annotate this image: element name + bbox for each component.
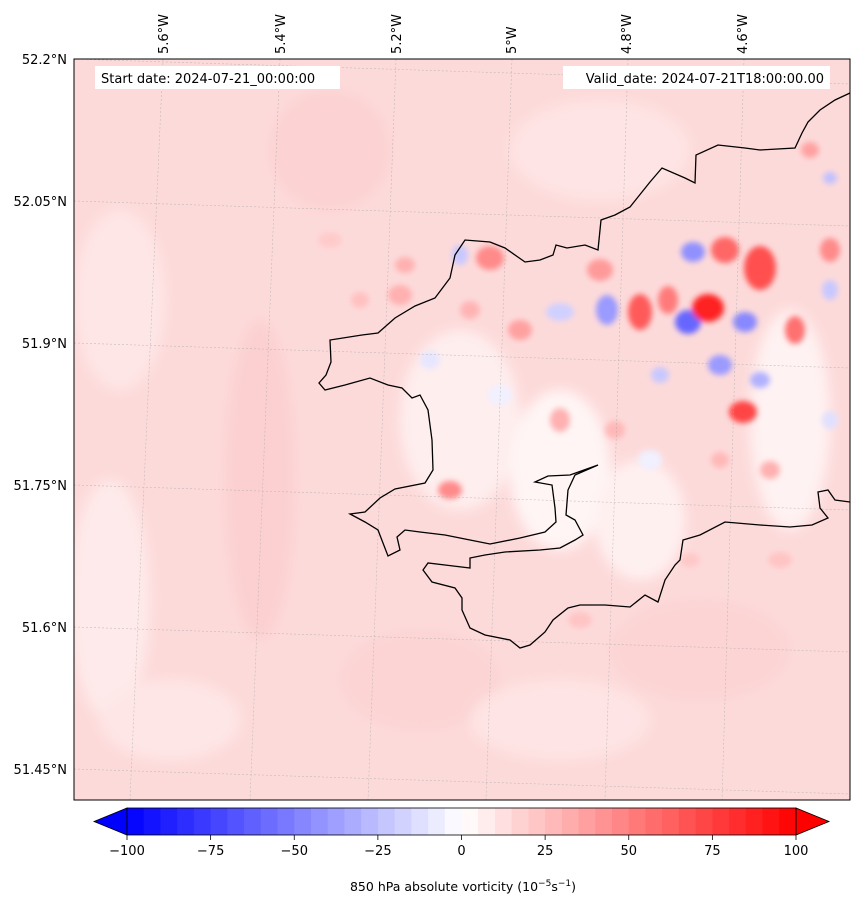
start-date-box: Start date: 2024-07-21_00:00:00 bbox=[95, 66, 340, 89]
vorticity-field-texture bbox=[74, 90, 830, 760]
colorbar-tick-label: 0 bbox=[457, 844, 465, 859]
colorbar-min-extend bbox=[92, 807, 128, 836]
colorbar-segment bbox=[662, 808, 680, 835]
lon-label: 4.6°W bbox=[736, 14, 751, 54]
coastline bbox=[318, 92, 850, 649]
vorticity-field-spots bbox=[318, 142, 840, 628]
colorbar-tick-label: 25 bbox=[537, 844, 554, 859]
colorbar: −100 −75 −50 −25 0 25 50 75 100 850 hPa absolute… bbox=[92, 807, 831, 894]
parallel-line bbox=[74, 342, 850, 369]
lat-label: 51.9°N bbox=[22, 337, 67, 352]
lon-label: 5°W bbox=[505, 26, 520, 54]
meridian-line bbox=[721, 59, 745, 800]
colorbar-tick-label: 50 bbox=[620, 844, 637, 859]
graticule bbox=[74, 59, 850, 800]
colorbar-max-extend bbox=[795, 807, 831, 836]
colorbar-segment bbox=[344, 808, 362, 835]
colorbar-segment bbox=[193, 808, 212, 835]
lon-label: 5.6°W bbox=[157, 14, 172, 54]
lon-label: 5.2°W bbox=[390, 14, 405, 54]
parallel-line bbox=[74, 200, 850, 227]
colorbar-segment bbox=[127, 808, 145, 835]
colorbar-segment bbox=[260, 808, 279, 835]
colorbar-tick-label: −100 bbox=[109, 844, 145, 859]
colorbar-segments bbox=[127, 808, 797, 835]
colorbar-tick-label: 100 bbox=[784, 844, 809, 859]
meridian-line bbox=[367, 59, 397, 800]
parallel-line bbox=[74, 484, 850, 511]
valid-date-box: Valid_date: 2024-07-21T18:00:00.00 bbox=[563, 66, 830, 89]
colorbar-segment bbox=[545, 808, 563, 835]
colorbar-segment bbox=[729, 808, 747, 835]
meridian-line bbox=[604, 59, 629, 800]
colorbar-segment bbox=[177, 808, 195, 835]
lon-label: 5.4°W bbox=[274, 14, 289, 54]
colorbar-segment bbox=[511, 808, 529, 835]
colorbar-segment bbox=[528, 808, 546, 835]
lat-label: 52.05°N bbox=[14, 195, 67, 210]
colorbar-segment bbox=[494, 808, 513, 835]
colorbar-tick-label: −50 bbox=[281, 844, 308, 859]
colorbar-segment bbox=[678, 808, 697, 835]
valid-date-label: Valid_date: 2024-07-21T18:00:00.00 bbox=[586, 72, 824, 87]
colorbar-tick-label: 75 bbox=[704, 844, 721, 859]
colorbar-segment bbox=[478, 808, 496, 835]
colorbar-segment bbox=[612, 808, 630, 835]
lat-label: 51.75°N bbox=[14, 479, 67, 494]
colorbar-segment bbox=[361, 808, 379, 835]
colorbar-segment bbox=[712, 808, 730, 835]
colorbar-segment bbox=[779, 808, 797, 835]
parallel-line bbox=[74, 59, 850, 85]
colorbar-segment bbox=[160, 808, 178, 835]
colorbar-segment bbox=[327, 808, 345, 835]
parallel-line bbox=[74, 768, 850, 795]
colorbar-segment bbox=[277, 808, 295, 835]
colorbar-segment bbox=[411, 808, 429, 835]
colorbar-segment bbox=[762, 808, 780, 835]
colorbar-segment bbox=[377, 808, 396, 835]
colorbar-segment bbox=[595, 808, 613, 835]
colorbar-segment bbox=[695, 808, 713, 835]
latitude-labels: 52.2°N 52.05°N 51.9°N 51.75°N 51.6°N 51.… bbox=[14, 53, 67, 778]
colorbar-segment bbox=[561, 808, 580, 835]
colorbar-segment bbox=[745, 808, 764, 835]
parallel-line bbox=[74, 626, 850, 653]
colorbar-segment bbox=[210, 808, 228, 835]
colorbar-segment bbox=[294, 808, 312, 835]
colorbar-segment bbox=[645, 808, 663, 835]
start-date-label: Start date: 2024-07-21_00:00:00 bbox=[101, 72, 315, 87]
colorbar-segment bbox=[578, 808, 596, 835]
lon-label: 4.8°W bbox=[620, 14, 635, 54]
lat-label: 51.6°N bbox=[22, 621, 67, 636]
colorbar-segment bbox=[628, 808, 646, 835]
colorbar-segment bbox=[444, 808, 462, 835]
meridian-line bbox=[485, 59, 513, 800]
colorbar-segment bbox=[310, 808, 329, 835]
longitude-labels: 5.6°W 5.4°W 5.2°W 5°W 4.8°W 4.6°W bbox=[157, 14, 751, 54]
lat-label: 51.45°N bbox=[14, 763, 67, 778]
lat-label: 52.2°N bbox=[22, 53, 67, 68]
colorbar-segment bbox=[227, 808, 245, 835]
map-frame bbox=[73, 58, 851, 801]
colorbar-segment bbox=[143, 808, 161, 835]
colorbar-segment bbox=[244, 808, 262, 835]
colorbar-segment bbox=[461, 808, 479, 835]
colorbar-ticks: −100 −75 −50 −25 0 25 50 75 100 bbox=[109, 835, 808, 859]
colorbar-tick-label: −25 bbox=[364, 844, 391, 859]
colorbar-title: 850 hPa absolute vorticity (10−5s−1) bbox=[350, 879, 576, 894]
colorbar-tick-label: −75 bbox=[197, 844, 224, 859]
colorbar-segment bbox=[428, 808, 446, 835]
map-panel bbox=[74, 59, 850, 800]
colorbar-segment bbox=[394, 808, 412, 835]
